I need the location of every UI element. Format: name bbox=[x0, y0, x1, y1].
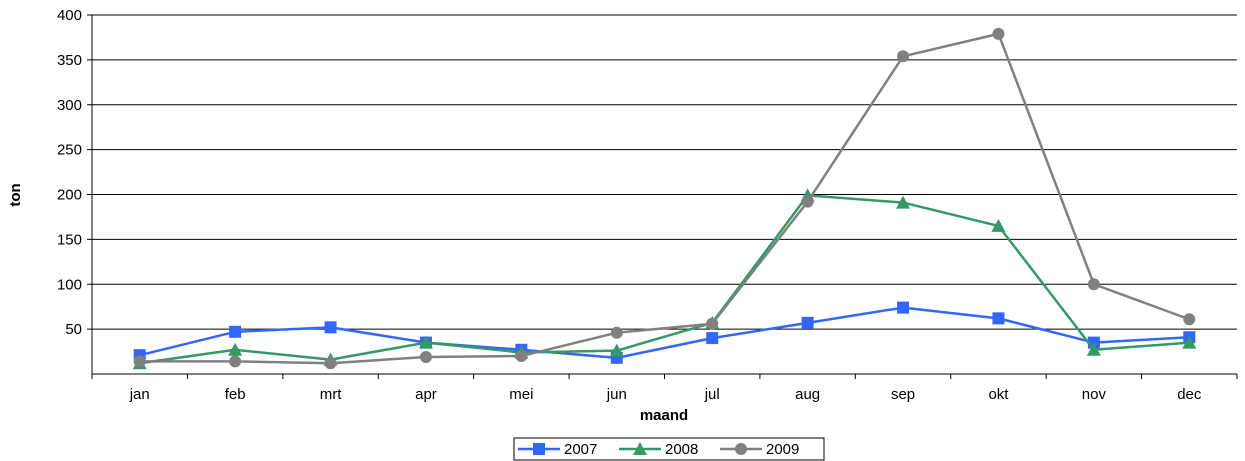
point-2008-sep bbox=[896, 195, 911, 209]
y-tick-label-250: 250 bbox=[57, 142, 82, 159]
point-2009-jun bbox=[610, 326, 623, 339]
legend-label-2007: 2007 bbox=[564, 441, 597, 458]
point-2008-feb bbox=[228, 342, 243, 356]
y-axis-ticks: 50 100 150 200 250 300 350 400 bbox=[57, 7, 92, 338]
point-2009-sep bbox=[897, 50, 910, 63]
legend-item-2007: 2007 bbox=[518, 441, 597, 458]
point-2007-okt bbox=[992, 312, 1005, 325]
x-tick-label-dec: dec bbox=[1177, 386, 1202, 403]
point-2007-mrt bbox=[324, 321, 337, 334]
x-tick-label-jun: jun bbox=[606, 386, 627, 403]
legend-marker-2008 bbox=[633, 442, 647, 455]
point-2007-aug bbox=[801, 316, 814, 329]
x-tick-label-apr: apr bbox=[415, 386, 437, 403]
point-2007-feb bbox=[229, 325, 242, 338]
point-2009-okt bbox=[992, 27, 1005, 40]
legend-box bbox=[513, 437, 825, 461]
x-tick-label-mrt: mrt bbox=[320, 386, 342, 403]
legend-label-2009: 2009 bbox=[766, 441, 799, 458]
axes bbox=[91, 15, 1237, 375]
legend: 2007 2008 2009 bbox=[513, 437, 825, 461]
y-tick-label-200: 200 bbox=[57, 187, 82, 204]
x-tick-label-jan: jan bbox=[129, 386, 150, 403]
legend-item-2008: 2008 bbox=[619, 441, 698, 458]
point-2009-feb bbox=[229, 355, 242, 368]
point-2009-jul bbox=[706, 317, 719, 330]
x-axis-ticks: jan feb mrt apr mei jun jul aug sep okt nov dec bbox=[91, 374, 1238, 403]
series-2008 bbox=[132, 188, 1197, 370]
x-tick-label-feb: feb bbox=[225, 386, 246, 403]
series-line-2007 bbox=[139, 306, 1190, 360]
series-2009 bbox=[133, 27, 1196, 370]
point-2007-sep bbox=[897, 301, 910, 314]
point-2009-nov bbox=[1087, 278, 1100, 291]
point-2009-aug bbox=[801, 195, 814, 208]
point-2009-dec bbox=[1183, 313, 1196, 326]
point-2007-jul bbox=[706, 332, 719, 345]
x-axis-title: maand bbox=[640, 407, 688, 424]
y-tick-label-100: 100 bbox=[57, 276, 82, 293]
y-tick-label-300: 300 bbox=[57, 97, 82, 114]
point-2009-mei bbox=[515, 350, 528, 363]
y-tick-label-50: 50 bbox=[65, 321, 82, 338]
x-tick-label-mei: mei bbox=[509, 386, 533, 403]
point-2009-apr bbox=[419, 350, 432, 363]
point-2008-nov bbox=[1086, 342, 1101, 356]
legend-marker-2009 bbox=[735, 443, 747, 455]
series-line-2008 bbox=[139, 194, 1190, 365]
y-tick-label-350: 350 bbox=[57, 52, 82, 69]
series-group bbox=[132, 27, 1197, 370]
series-line-2009 bbox=[139, 32, 1190, 365]
point-2008-jun bbox=[609, 343, 624, 357]
legend-item-2009: 2009 bbox=[720, 441, 799, 458]
y-tick-label-150: 150 bbox=[57, 231, 82, 248]
x-tick-label-aug: aug bbox=[795, 386, 820, 403]
point-2008-apr bbox=[418, 335, 433, 349]
point-2008-okt bbox=[991, 218, 1006, 232]
legend-label-2008: 2008 bbox=[665, 441, 698, 458]
grid-lines bbox=[92, 14, 1237, 330]
point-2009-jan bbox=[133, 355, 146, 368]
point-2009-mrt bbox=[324, 357, 337, 370]
x-tick-label-jul: jul bbox=[704, 386, 720, 403]
x-tick-label-nov: nov bbox=[1082, 386, 1107, 403]
x-tick-label-okt: okt bbox=[988, 386, 1009, 403]
y-tick-label-400: 400 bbox=[57, 7, 82, 24]
legend-marker-2007 bbox=[533, 443, 545, 455]
y-axis-title: ton bbox=[7, 183, 24, 206]
point-2008-dec bbox=[1182, 335, 1197, 349]
x-tick-label-sep: sep bbox=[891, 386, 915, 403]
